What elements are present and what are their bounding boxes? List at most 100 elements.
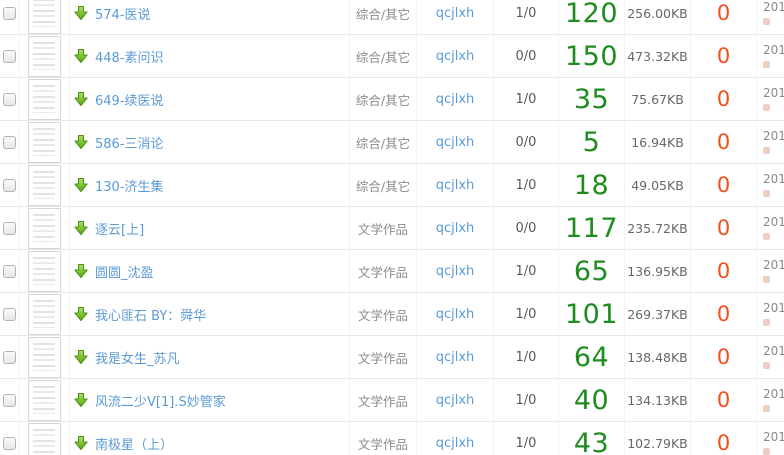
- ratio-cell: 1/0: [494, 422, 559, 455]
- table-row: 586-三消论 综合/其它 qcjlxh 0/0 5 16.94KB 0 201: [0, 121, 784, 164]
- date-cell: 201: [757, 121, 784, 163]
- download-arrow-icon[interactable]: [73, 392, 89, 408]
- date-second-line-fragment: [763, 104, 770, 111]
- file-name-link[interactable]: 我心匪石 BY：舜华: [95, 308, 207, 324]
- category-cell: 文学作品: [350, 422, 417, 455]
- file-name-link[interactable]: 574-医说: [95, 7, 151, 23]
- download-arrow-icon[interactable]: [73, 91, 89, 107]
- checkbox-cell: [0, 35, 20, 77]
- document-thumbnail[interactable]: [28, 35, 61, 77]
- name-cell: 574-医说: [70, 0, 350, 34]
- seed-count: 35: [573, 83, 610, 115]
- comment-count: 0: [716, 216, 731, 240]
- checkbox-cell: [0, 121, 20, 163]
- category-cell: 文学作品: [350, 207, 417, 249]
- uploader-link[interactable]: qcjlxh: [435, 392, 475, 408]
- file-name-link[interactable]: 586-三消论: [95, 136, 164, 152]
- uploader-cell: qcjlxh: [417, 35, 494, 77]
- download-arrow-icon[interactable]: [73, 306, 89, 322]
- file-name-link[interactable]: 风流二少V[1].S妙管家: [95, 394, 226, 410]
- date-second-line-fragment: [763, 190, 770, 197]
- ratio-cell: 0/0: [494, 121, 559, 163]
- row-select-checkbox[interactable]: [3, 350, 16, 364]
- download-arrow-icon[interactable]: [73, 177, 89, 193]
- download-arrow-icon[interactable]: [73, 5, 89, 21]
- uploader-link[interactable]: qcjlxh: [435, 134, 475, 150]
- name-cell: 我是女生_苏凡: [70, 336, 350, 378]
- comments-cell: 0: [691, 0, 757, 34]
- download-arrow-icon[interactable]: [73, 220, 89, 236]
- file-name-link[interactable]: 448-素问识: [95, 50, 164, 66]
- row-select-checkbox[interactable]: [3, 178, 16, 192]
- category-label: 综合/其它: [355, 135, 411, 151]
- uploader-link[interactable]: qcjlxh: [435, 48, 475, 64]
- file-name-link[interactable]: 逐云[上]: [95, 222, 145, 238]
- date-second-line-fragment: [763, 276, 770, 283]
- file-name-link[interactable]: 我是女生_苏凡: [95, 351, 180, 367]
- document-thumbnail[interactable]: [28, 379, 61, 421]
- download-arrow-icon[interactable]: [73, 134, 89, 150]
- uploader-link[interactable]: qcjlxh: [435, 263, 475, 279]
- uploader-link[interactable]: qcjlxh: [435, 91, 475, 107]
- uploader-link[interactable]: qcjlxh: [435, 349, 475, 365]
- uploader-cell: qcjlxh: [417, 121, 494, 163]
- row-select-checkbox[interactable]: [3, 436, 16, 450]
- uploader-cell: qcjlxh: [417, 422, 494, 455]
- document-thumbnail[interactable]: [28, 78, 61, 120]
- thumbnail-cell: [20, 164, 70, 206]
- row-select-checkbox[interactable]: [3, 6, 16, 20]
- category-label: 文学作品: [357, 350, 408, 366]
- date-second-line-fragment: [763, 405, 770, 412]
- uploader-link[interactable]: qcjlxh: [435, 177, 475, 193]
- file-name-link[interactable]: 649-续医说: [95, 93, 164, 109]
- document-thumbnail[interactable]: [28, 336, 61, 378]
- row-select-checkbox[interactable]: [3, 49, 16, 63]
- document-thumbnail[interactable]: [28, 0, 61, 34]
- uploader-link[interactable]: qcjlxh: [435, 220, 475, 236]
- file-name-link[interactable]: 130-济生集: [95, 179, 164, 195]
- uploader-cell: qcjlxh: [417, 250, 494, 292]
- download-arrow-icon[interactable]: [73, 435, 89, 451]
- thumbnail-cell: [20, 250, 70, 292]
- comment-count: 0: [716, 130, 731, 154]
- comment-count: 0: [716, 87, 731, 111]
- document-thumbnail[interactable]: [28, 422, 61, 455]
- uploader-link[interactable]: qcjlxh: [435, 306, 475, 322]
- document-thumbnail[interactable]: [28, 207, 61, 249]
- row-select-checkbox[interactable]: [3, 135, 16, 149]
- document-thumbnail[interactable]: [28, 164, 61, 206]
- seed-count: 101: [564, 298, 619, 330]
- row-select-checkbox[interactable]: [3, 307, 16, 321]
- size-cell: 256.00KB: [625, 0, 691, 34]
- download-arrow-icon[interactable]: [73, 349, 89, 365]
- file-name-link[interactable]: 南极星（上）: [95, 437, 174, 453]
- download-arrow-icon[interactable]: [73, 263, 89, 279]
- uploader-link[interactable]: qcjlxh: [435, 5, 475, 21]
- thumbnail-cell: [20, 207, 70, 249]
- download-arrow-icon[interactable]: [73, 48, 89, 64]
- seeds-cell: 40: [559, 379, 625, 421]
- row-select-checkbox[interactable]: [3, 221, 16, 235]
- uploader-link[interactable]: qcjlxh: [435, 435, 475, 451]
- size-cell: 136.95KB: [625, 250, 691, 292]
- file-name-link[interactable]: 圆圆_沈盈: [95, 265, 154, 281]
- category-label: 综合/其它: [355, 178, 411, 194]
- ratio-value: 1/0: [515, 91, 537, 107]
- seed-count: 40: [573, 384, 610, 416]
- file-size: 136.95KB: [627, 263, 688, 279]
- document-thumbnail[interactable]: [28, 250, 61, 292]
- document-thumbnail[interactable]: [28, 293, 61, 335]
- comments-cell: 0: [691, 207, 757, 249]
- uploader-cell: qcjlxh: [417, 293, 494, 335]
- row-select-checkbox[interactable]: [3, 264, 16, 278]
- comment-count: 0: [716, 44, 731, 68]
- name-cell: 圆圆_沈盈: [70, 250, 350, 292]
- document-thumbnail[interactable]: [28, 121, 61, 163]
- thumbnail-cell: [20, 336, 70, 378]
- comment-count: 0: [716, 431, 731, 455]
- ratio-value: 1/0: [515, 349, 537, 365]
- seed-count: 64: [573, 341, 610, 373]
- row-select-checkbox[interactable]: [3, 92, 16, 106]
- date-second-line-fragment: [763, 319, 770, 326]
- row-select-checkbox[interactable]: [3, 393, 16, 407]
